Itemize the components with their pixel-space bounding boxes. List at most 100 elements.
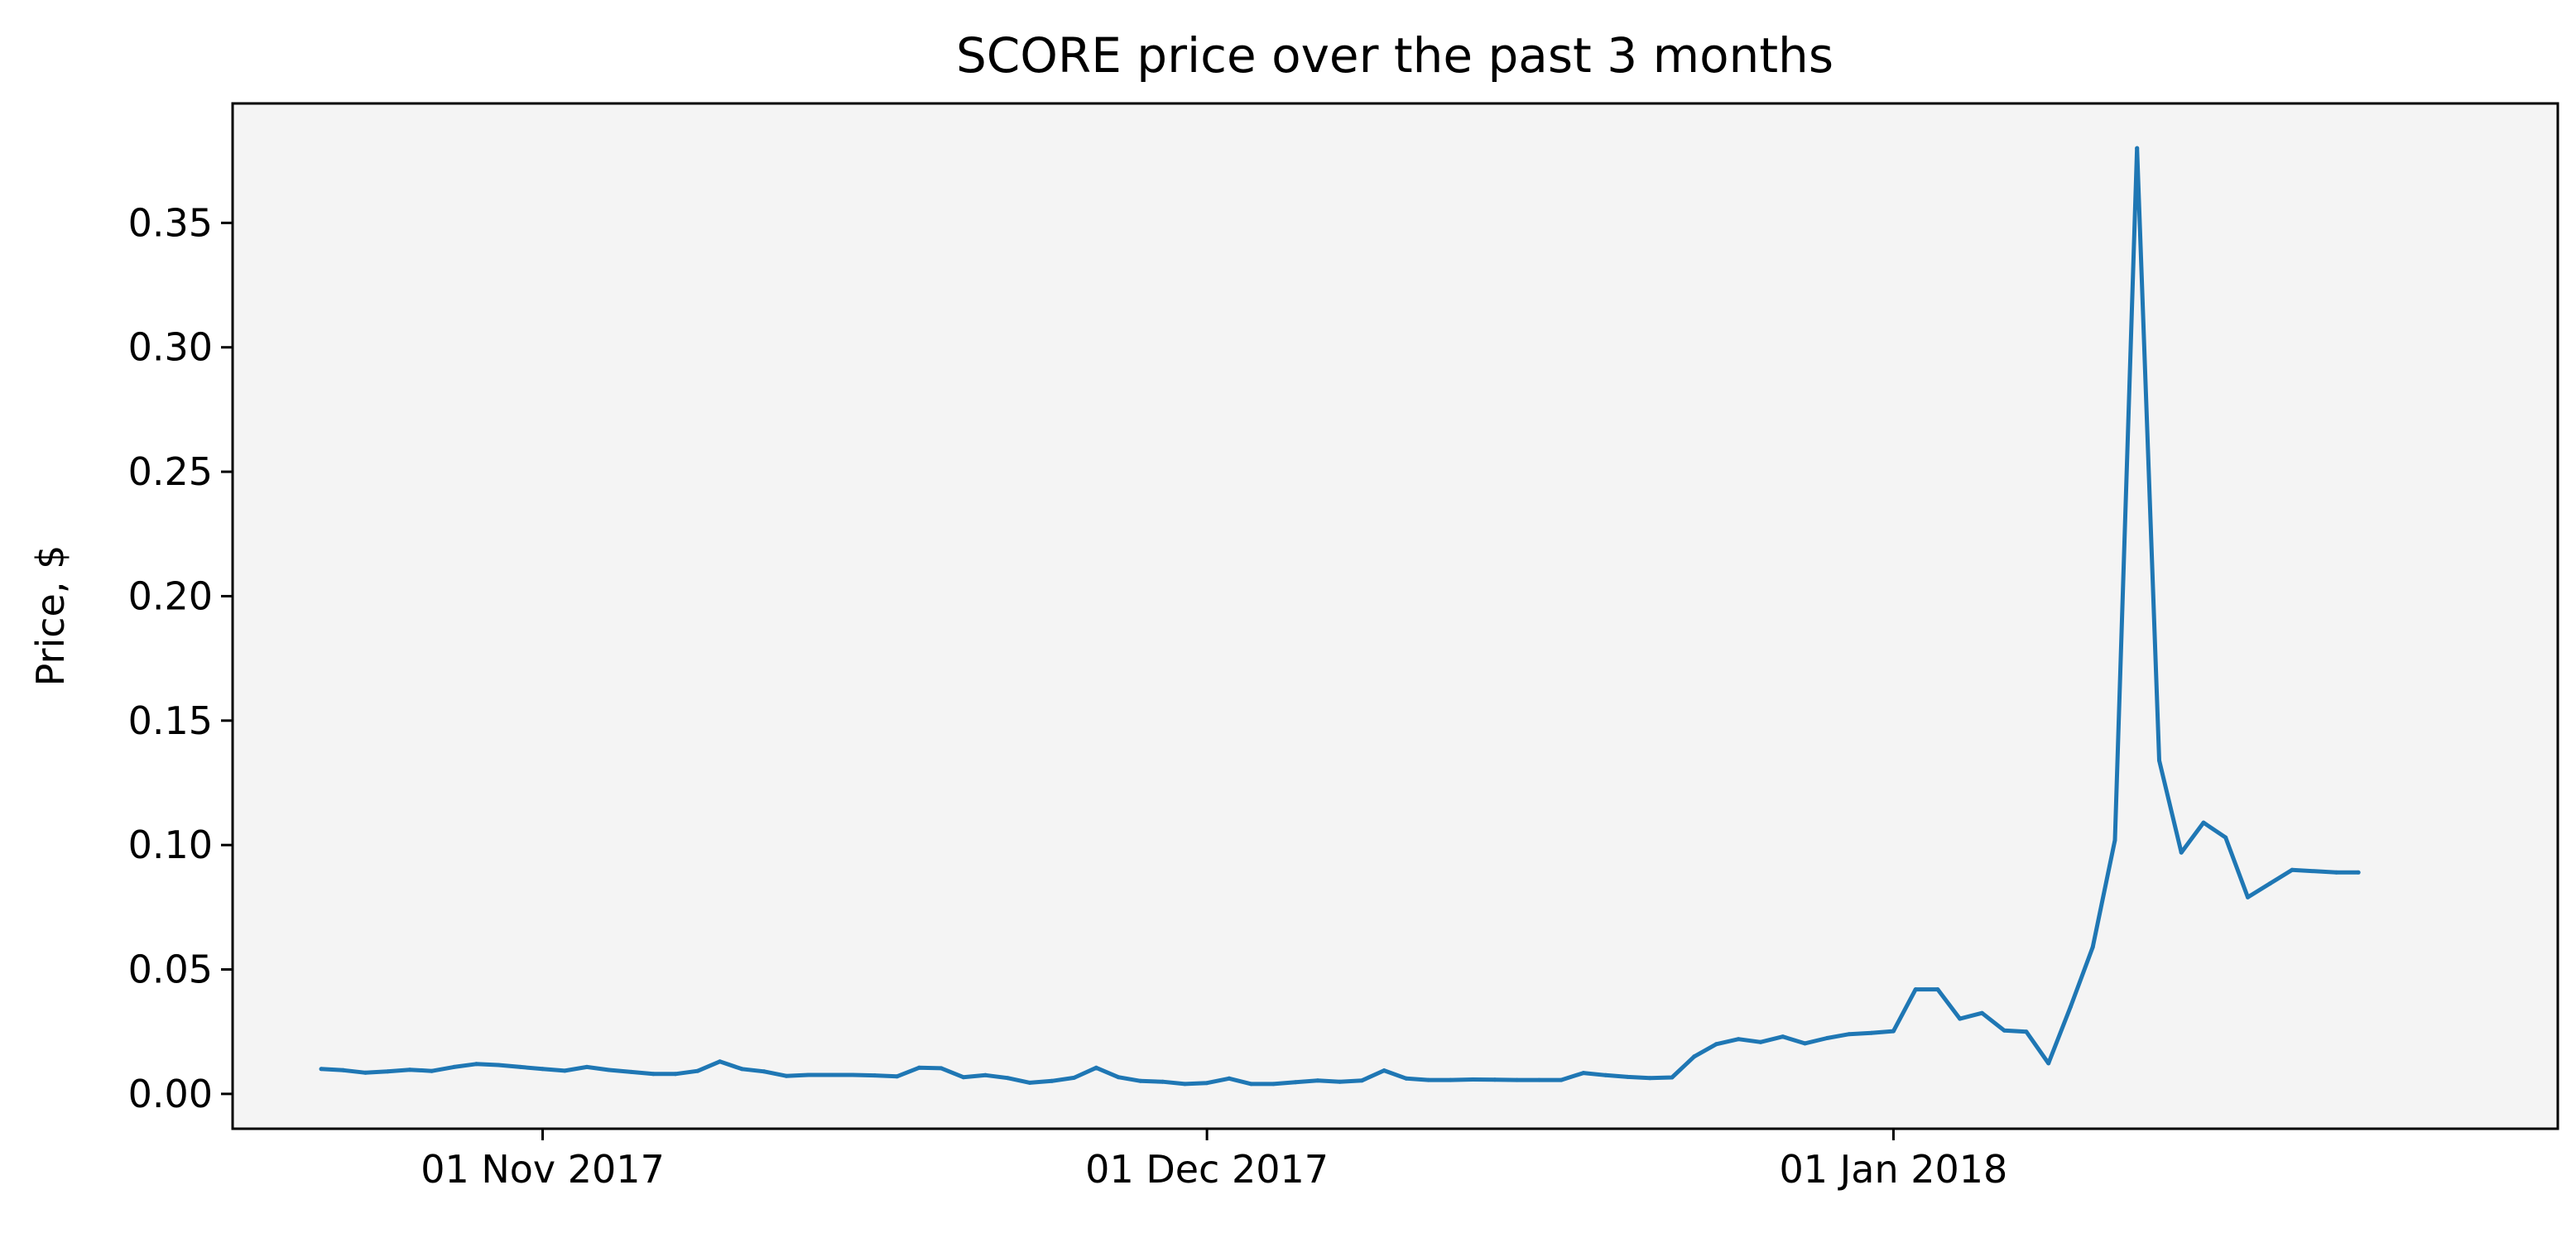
- price-data-point: [1781, 1034, 1785, 1039]
- price-data-point: [2046, 1061, 2051, 1066]
- price-data-point: [1338, 1079, 1343, 1084]
- y-tick-label: 0.15: [128, 698, 213, 743]
- price-series-line: [320, 146, 2359, 1087]
- price-data-point: [2002, 1028, 2006, 1033]
- price-data-point: [1692, 1054, 1697, 1059]
- price-data-point: [1227, 1076, 1232, 1081]
- x-tick-label: 01 Nov 2017: [421, 1147, 665, 1192]
- price-data-point: [695, 1068, 700, 1073]
- x-tick-label: 01 Jan 2018: [1780, 1147, 2008, 1192]
- price-data-point: [1138, 1078, 1143, 1083]
- price-data-point: [850, 1072, 855, 1077]
- price-data-point: [828, 1072, 833, 1077]
- y-tick-label: 0.35: [128, 200, 213, 245]
- price-data-point: [939, 1066, 944, 1071]
- y-axis-ticks: 0.00 0.05 0.10 0.15 0.20 0.25 0.30 0.35: [128, 200, 233, 1116]
- price-data-point: [2068, 1005, 2073, 1010]
- price-data-point: [2179, 850, 2184, 855]
- price-data-point: [739, 1067, 744, 1072]
- price-data-point: [872, 1073, 877, 1078]
- price-data-point: [1050, 1078, 1055, 1083]
- price-data-point: [1182, 1082, 1187, 1087]
- price-data-point: [1847, 1032, 1852, 1037]
- price-data-point: [1824, 1036, 1829, 1040]
- price-data-point: [1603, 1072, 1608, 1077]
- price-data-point: [1072, 1075, 1077, 1080]
- price-data-point: [2223, 835, 2228, 840]
- y-tick-label: 0.25: [128, 449, 213, 494]
- x-tick-label: 01 Dec 2017: [1085, 1147, 1329, 1192]
- price-data-point: [1315, 1078, 1320, 1083]
- price-data-point: [718, 1059, 723, 1064]
- price-data-point: [430, 1068, 435, 1073]
- price-data-point: [1758, 1039, 1763, 1044]
- price-data-point: [1802, 1041, 1807, 1046]
- price-data-point: [1293, 1080, 1298, 1085]
- price-data-point: [1249, 1082, 1254, 1087]
- price-data-point: [452, 1064, 456, 1069]
- price-data-point: [916, 1065, 921, 1070]
- price-data-point: [1979, 1010, 1984, 1015]
- price-data-point: [1470, 1077, 1475, 1082]
- price-data-point: [1404, 1076, 1409, 1081]
- price-data-point: [1913, 987, 1918, 992]
- price-data-point: [1581, 1071, 1586, 1076]
- price-data-point: [473, 1062, 478, 1067]
- price-data-point: [319, 1067, 324, 1072]
- x-axis-ticks: 01 Nov 2017 01 Dec 2017 01 Jan 2018: [421, 1129, 2007, 1192]
- price-data-point: [2334, 870, 2338, 875]
- price-data-point: [762, 1069, 767, 1074]
- price-data-point: [1359, 1078, 1364, 1083]
- price-data-point: [496, 1063, 501, 1067]
- price-data-point: [1093, 1065, 1098, 1070]
- price-data-point: [363, 1070, 368, 1075]
- price-data-point: [673, 1072, 678, 1077]
- price-data-point: [1515, 1077, 1520, 1082]
- price-data-point: [784, 1073, 789, 1078]
- price-data-point: [1536, 1077, 1541, 1082]
- price-data-point: [518, 1064, 523, 1069]
- price-data-point: [341, 1067, 346, 1072]
- y-tick-label: 0.30: [128, 325, 213, 370]
- price-data-point: [1426, 1077, 1431, 1082]
- y-tick-label: 0.05: [128, 948, 213, 992]
- price-data-point: [1891, 1029, 1896, 1034]
- price-data-point: [1935, 987, 1940, 992]
- price-data-point: [1161, 1079, 1165, 1084]
- y-tick-label: 0.00: [128, 1072, 213, 1116]
- price-data-point: [1116, 1075, 1121, 1080]
- price-data-point: [806, 1072, 811, 1077]
- price-data-point: [1670, 1075, 1675, 1080]
- price-data-point: [385, 1069, 390, 1074]
- price-data-point: [961, 1075, 966, 1080]
- price-data-points: [319, 146, 2361, 1087]
- price-data-point: [1736, 1037, 1741, 1042]
- y-tick-label: 0.10: [128, 823, 213, 867]
- y-axis-label: Price, $: [28, 545, 73, 687]
- price-data-point: [607, 1067, 612, 1072]
- price-data-point: [2135, 146, 2140, 151]
- price-data-point: [1869, 1030, 1874, 1035]
- y-tick-label: 0.20: [128, 573, 213, 618]
- price-data-point: [895, 1074, 900, 1079]
- price-data-point: [1027, 1080, 1032, 1085]
- price-data-point: [1448, 1077, 1453, 1082]
- price-data-point: [1647, 1076, 1652, 1081]
- price-data-point: [983, 1072, 988, 1077]
- price-data-point: [2267, 881, 2272, 886]
- price-data-point: [2090, 945, 2095, 949]
- price-data-point: [562, 1068, 567, 1073]
- price-data-point: [1204, 1081, 1209, 1086]
- price-data-point: [1559, 1077, 1564, 1082]
- price-data-point: [2157, 758, 2161, 763]
- price-data-point: [651, 1072, 656, 1077]
- price-data-point: [584, 1064, 589, 1069]
- price-data-point: [1713, 1042, 1718, 1047]
- plot-background: [233, 103, 2558, 1129]
- price-data-point: [2356, 870, 2361, 875]
- price-data-point: [541, 1067, 545, 1072]
- plot-frame: [231, 102, 2559, 1130]
- price-data-point: [1005, 1076, 1010, 1081]
- price-data-point: [2112, 837, 2117, 842]
